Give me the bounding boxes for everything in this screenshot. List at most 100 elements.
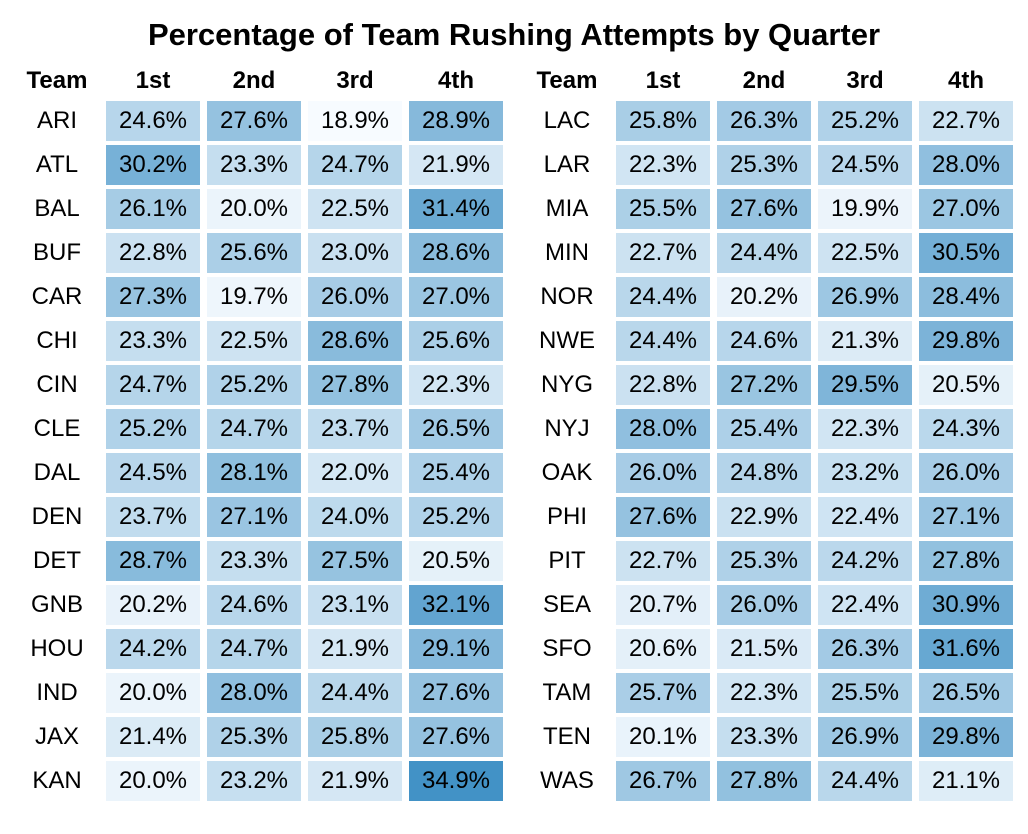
heatmap-cell: 28.7% [106,541,200,581]
heatmap-cell: 22.3% [717,673,811,713]
heatmap-cell: 26.3% [818,629,912,669]
heatmap-cell: 24.7% [207,629,301,669]
heatmap-cell: 29.1% [409,629,503,669]
heatmap-cell: 20.2% [106,585,200,625]
column-header-2nd: 2nd [232,67,276,94]
heatmap-cell: 24.4% [616,277,710,317]
heatmap-table-left: Team 1st 2nd 3rd 4th ARI 24.6% 27.6% 18.9% 28.9% A… [15,65,503,801]
heatmap-cell: 28.4% [919,277,1013,317]
heatmap-cell: 24.6% [717,321,811,361]
heatmap-cell: 25.6% [207,233,301,273]
heatmap-cell: 21.1% [919,761,1013,801]
heatmap-cell: 19.9% [818,189,912,229]
heatmap-cell: 27.0% [919,189,1013,229]
heatmap-cell: 28.6% [308,321,402,361]
heatmap-cell: 25.8% [616,101,710,141]
heatmap-cell: 25.4% [409,453,503,493]
heatmap-cell: 18.9% [308,101,402,141]
column-header-team: Team [536,67,598,94]
column-header-4th: 4th [438,67,474,94]
team-label: ATL [35,151,79,178]
heatmap-cell: 25.6% [409,321,503,361]
heatmap-cell: 24.2% [106,629,200,669]
team-label: WAS [540,767,594,794]
heatmap-cell: 25.5% [818,673,912,713]
team-label: GNB [30,591,83,618]
column-header-2nd: 2nd [742,67,786,94]
heatmap-cell: 24.4% [717,233,811,273]
heatmap-cell: 22.8% [106,233,200,273]
heatmap-cell: 22.5% [818,233,912,273]
heatmap-cell: 22.9% [717,497,811,537]
heatmap-cell: 29.5% [818,365,912,405]
heatmap-cell: 25.5% [616,189,710,229]
heatmap-cell: 26.0% [616,453,710,493]
team-label: NYG [540,371,593,398]
heatmap-tables-wrap: Team 1st 2nd 3rd 4th ARI 24.6% 27.6% 18.9% 28.9% A… [0,53,1028,801]
team-label: LAC [543,107,591,134]
heatmap-cell: 27.6% [616,497,710,537]
heatmap-cell: 24.6% [106,101,200,141]
heatmap-cell: 25.3% [717,145,811,185]
heatmap-cell: 24.7% [106,365,200,405]
team-label: LAR [543,151,591,178]
heatmap-cell: 23.3% [207,145,301,185]
heatmap-cell: 27.6% [207,101,301,141]
heatmap-cell: 20.6% [616,629,710,669]
team-label: MIN [545,239,589,266]
heatmap-cell: 27.0% [409,277,503,317]
heatmap-cell: 22.7% [919,101,1013,141]
team-label: DEN [31,503,83,530]
heatmap-cell: 22.0% [308,453,402,493]
heatmap-cell: 28.9% [409,101,503,141]
heatmap-cell: 22.3% [409,365,503,405]
heatmap-cell: 24.4% [308,673,402,713]
team-label: CAR [31,283,83,310]
heatmap-cell: 22.7% [616,233,710,273]
team-label: TAM [542,679,592,706]
heatmap-cell: 20.0% [207,189,301,229]
heatmap-cell: 20.5% [919,365,1013,405]
team-label: SFO [542,635,592,662]
team-label: ARI [36,107,77,134]
team-label: BAL [34,195,80,222]
heatmap-table-right: Team 1st 2nd 3rd 4th LAC 25.8% 26.3% 25.2% 22.7% L… [525,65,1013,801]
team-label: SEA [542,591,592,618]
team-label: JAX [34,723,79,750]
heatmap-cell: 26.9% [818,277,912,317]
heatmap-cell: 29.8% [919,717,1013,757]
team-label: KAN [32,767,82,794]
heatmap-cell: 27.8% [308,365,402,405]
heatmap-cell: 24.5% [106,453,200,493]
heatmap-cell: 27.8% [717,761,811,801]
heatmap-cell: 27.8% [919,541,1013,581]
heatmap-cell: 24.4% [616,321,710,361]
heatmap-cell: 25.3% [207,717,301,757]
heatmap-cell: 26.7% [616,761,710,801]
heatmap-cell: 25.2% [409,497,503,537]
heatmap-cell: 22.7% [616,541,710,581]
heatmap-cell: 19.7% [207,277,301,317]
heatmap-cell: 24.7% [308,145,402,185]
heatmap-cell: 27.6% [717,189,811,229]
heatmap-cell: 23.3% [717,717,811,757]
heatmap-cell: 31.6% [919,629,1013,669]
heatmap-cell: 30.9% [919,585,1013,625]
heatmap-cell: 20.5% [409,541,503,581]
team-label: CLE [33,415,81,442]
column-header-1st: 1st [135,67,171,94]
heatmap-cell: 27.2% [717,365,811,405]
heatmap-cell: 27.5% [308,541,402,581]
heatmap-cell: 24.4% [818,761,912,801]
heatmap-cell: 31.4% [409,189,503,229]
heatmap-cell: 28.1% [207,453,301,493]
heatmap-cell: 25.4% [717,409,811,449]
heatmap-cell: 28.0% [919,145,1013,185]
heatmap-cell: 24.6% [207,585,301,625]
team-label: IND [36,679,78,706]
heatmap-cell: 23.3% [106,321,200,361]
heatmap-cell: 23.2% [207,761,301,801]
heatmap-cell: 23.3% [207,541,301,581]
heatmap-cell: 25.3% [717,541,811,581]
